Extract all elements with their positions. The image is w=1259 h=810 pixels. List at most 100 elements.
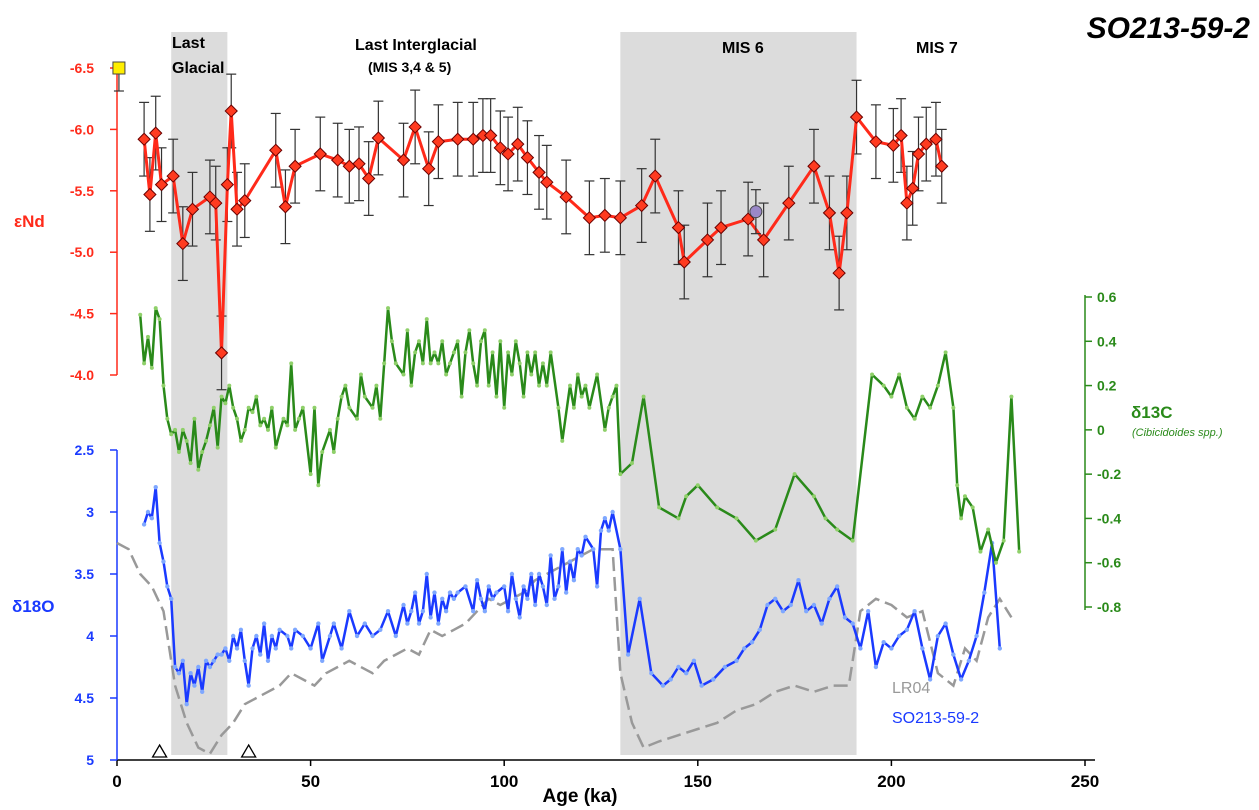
d13c-point (602, 427, 607, 432)
d18o-point (920, 646, 925, 651)
d18o-point (594, 584, 600, 589)
d13c-point (509, 372, 514, 377)
d18o-point (951, 652, 956, 657)
lr04-series (116, 541, 1013, 756)
d18o-point (567, 559, 573, 564)
d18o-point (385, 609, 391, 614)
d13c-point (548, 350, 553, 355)
d18o-point (544, 602, 549, 608)
end-point (613, 211, 628, 225)
d13c-tick-label: 0 (1097, 422, 1105, 438)
period-label-last-interglacial: Last Interglacial (355, 37, 477, 54)
d13c-point (335, 416, 340, 421)
d18o-point (521, 584, 526, 589)
d13c-point (993, 560, 998, 565)
d18o-point (513, 596, 519, 601)
d18o-point (412, 590, 418, 595)
d18o-point (571, 578, 577, 583)
d13c-point (389, 339, 394, 344)
legend-lr04: LR04 (892, 680, 930, 697)
d18o-point (378, 627, 383, 632)
end-point (313, 147, 327, 161)
d13c-point (246, 405, 251, 410)
axes (116, 68, 1095, 761)
d13c-point (970, 505, 975, 510)
d18o-point (203, 658, 209, 663)
end-tick-label: -6.5 (70, 60, 94, 76)
d18o-point (327, 633, 333, 639)
end-point (501, 147, 515, 161)
d13c-point (293, 427, 298, 432)
d18o-point (440, 596, 445, 601)
d13c-point (413, 350, 418, 355)
d13c-point (575, 372, 580, 377)
d13c-point (533, 350, 538, 355)
d18o-tick-label: 2.5 (75, 442, 95, 458)
shaded-intervals (171, 32, 857, 755)
d13c-point (502, 405, 507, 410)
d18o-tick-label: 3 (86, 504, 94, 520)
end-point (352, 157, 366, 171)
end-point (782, 196, 796, 210)
d13c-point (540, 361, 545, 366)
d13c-point (281, 416, 286, 421)
d13c-point (157, 317, 162, 322)
d18o-point (649, 671, 654, 676)
end-point (511, 137, 525, 151)
d13c-point (211, 405, 216, 410)
d13c-point (138, 312, 143, 317)
d18o-axis-title: δ18O (12, 597, 54, 616)
x-tick-label: 200 (877, 772, 905, 791)
d13c-point (537, 383, 542, 388)
d13c-point (451, 350, 456, 355)
d18o-point (505, 609, 511, 614)
end-point (220, 177, 235, 192)
d18o-line (142, 485, 1002, 706)
d13c-point (436, 361, 441, 366)
d13c-axis-title: δ13C (1131, 403, 1173, 422)
period-label-last-glacial-1: Last (172, 35, 206, 52)
d18o-point (292, 627, 298, 632)
d18o-point (749, 640, 755, 645)
d18o-point (300, 633, 306, 639)
d18o-point (583, 534, 588, 539)
d13c-point (378, 416, 383, 421)
d18o-point (540, 584, 546, 589)
d18o-point (157, 540, 162, 546)
d18o-point (927, 677, 933, 682)
d18o-point (529, 571, 534, 577)
end-point (483, 128, 498, 143)
d18o-point (982, 590, 987, 595)
d18o-point (273, 646, 278, 651)
end-point (214, 346, 229, 360)
d18o-point (471, 609, 476, 614)
d13c-point (355, 416, 360, 421)
d18o-point (176, 671, 182, 676)
d13c-point (420, 361, 425, 366)
d13c-point (165, 416, 170, 421)
d13c-point (753, 538, 758, 543)
x-tick-label: 50 (301, 772, 320, 791)
d18o-point (393, 633, 398, 639)
d13c-point (823, 516, 828, 521)
d13c-point (312, 405, 317, 410)
d13c-point (556, 405, 561, 410)
d13c-point (215, 445, 220, 450)
end-tick-label: -4.5 (70, 306, 94, 322)
d18o-point (409, 609, 414, 614)
d13c-point (238, 438, 243, 443)
end-point (911, 147, 926, 161)
d13c-point (374, 383, 379, 388)
d13c-point (401, 372, 406, 377)
d13c-point (296, 416, 301, 421)
d13c-point (289, 361, 294, 366)
period-label-mis345: (MIS 3,4 & 5) (368, 59, 451, 75)
d13c-point (614, 383, 619, 388)
end-point (894, 128, 908, 143)
d13c-point (432, 350, 437, 355)
d18o-point (161, 559, 166, 564)
end-point (154, 177, 169, 192)
end-point (929, 132, 943, 146)
d13c-point (370, 405, 375, 410)
d18o-point (517, 615, 522, 620)
